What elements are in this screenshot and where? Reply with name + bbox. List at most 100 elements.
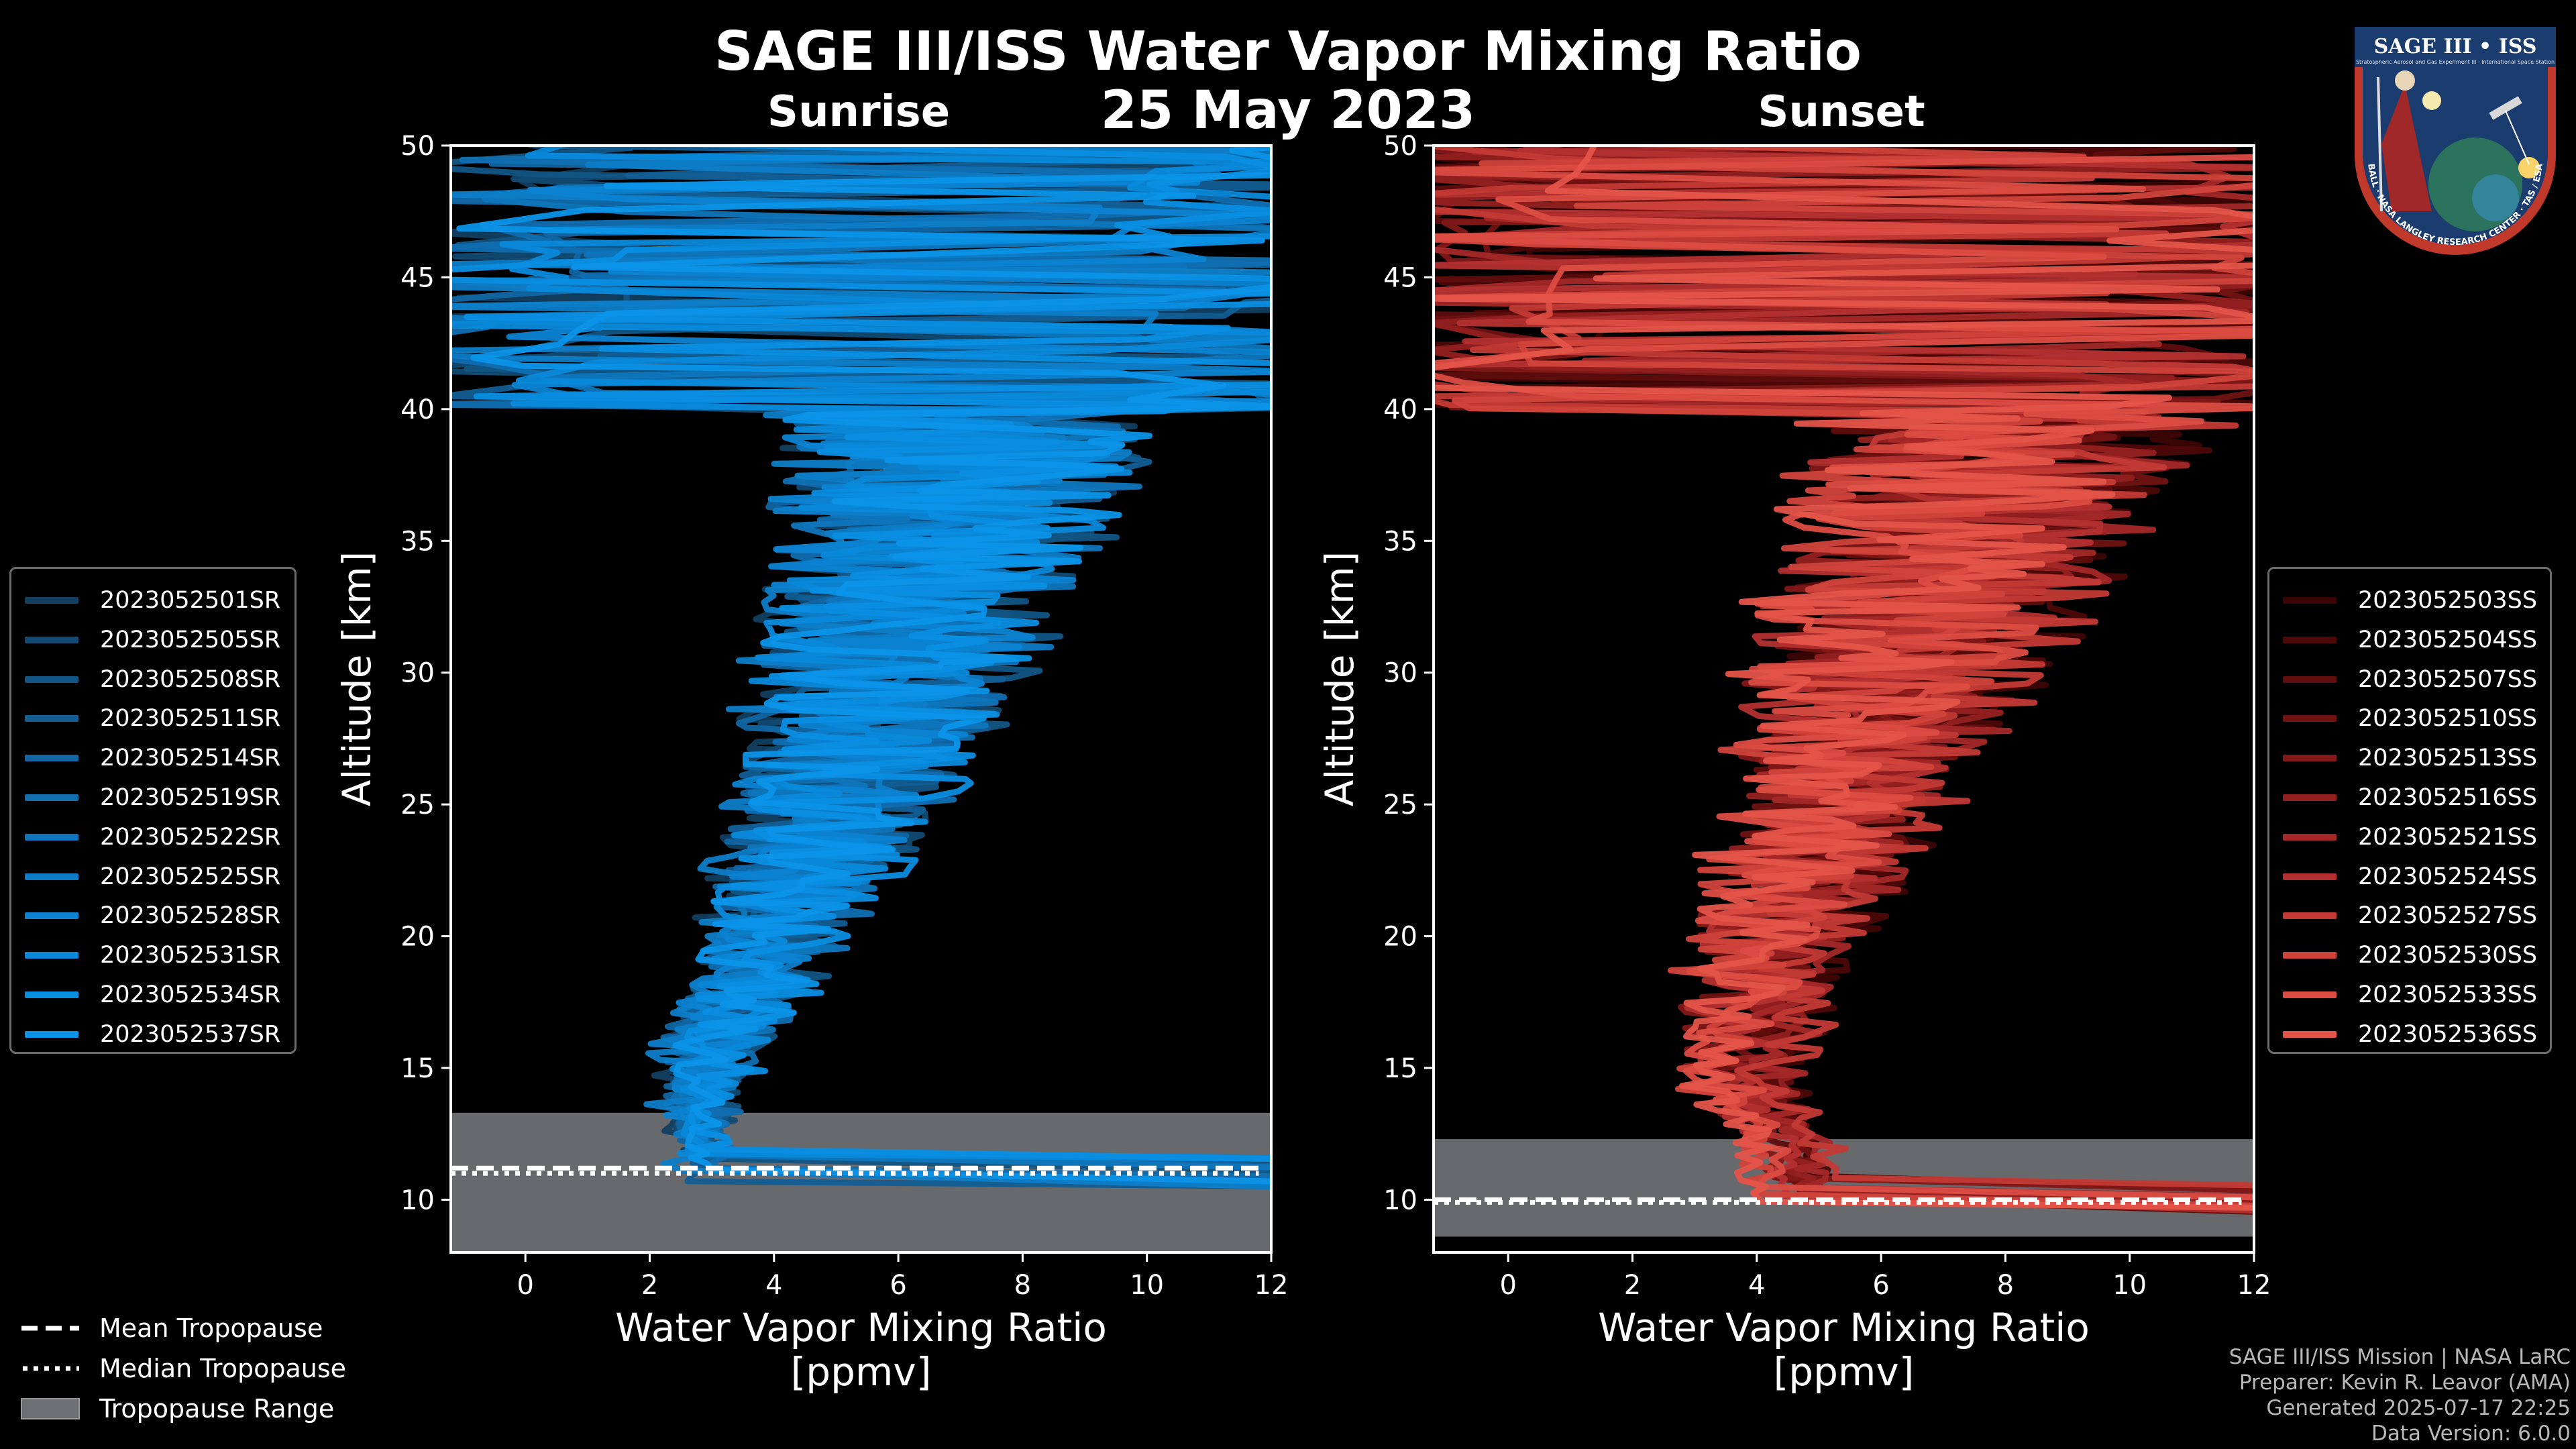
sunrise-legend-swatch (25, 833, 78, 841)
legend-tropopause-range: Tropopause Range (20, 1389, 346, 1429)
figure-robe-icon (2381, 84, 2432, 211)
sunset-legend-swatch (2283, 636, 2337, 643)
sunset-legend-label: 2023052504SS (2358, 626, 2538, 653)
sunrise-legend-item: 2023052522SR (11, 818, 280, 857)
sunrise-legend-label: 2023052508SR (100, 665, 281, 693)
sunset-panel: 0 2 4 6 8 10 12 10 15 20 25 30 35 40 45 50 Water Vapor M… (1317, 131, 2271, 1395)
sunrise-legend-label: 2023052514SR (100, 745, 281, 772)
sunset-legend-label: 2023052524SS (2358, 863, 2538, 890)
date-title: 25 May 2023 (1100, 80, 1476, 141)
sunrise-legend-label: 2023052511SR (100, 705, 281, 733)
sunrise-legend-swatch (25, 991, 78, 998)
sunset-legend-item: 2023052516SS (2269, 778, 2537, 817)
sunrise-series-2023052537SR (456, 146, 1271, 1185)
tropopause-range-label: Tropopause Range (99, 1394, 335, 1424)
sunrise-legend-item: 2023052531SR (11, 936, 280, 975)
sunset-legend-item: 2023052513SS (2269, 739, 2537, 777)
sunset-legend-item: 2023052536SS (2269, 1015, 2537, 1054)
sunset-xtick-label-4: 4 (1748, 1270, 1765, 1301)
sunrise-ytick-label-45: 45 (400, 262, 435, 293)
figure-head-icon (2395, 70, 2415, 91)
credit-data-version: Data Version: 6.0.0 (2371, 1421, 2571, 1446)
sunset-legend-swatch (2283, 755, 2337, 762)
sunrise-ytick-label-50: 50 (400, 131, 435, 162)
sunrise-legend-label: 2023052537SR (100, 1020, 281, 1048)
sunrise-ytick-label-10: 10 (400, 1185, 435, 1216)
median-tropopause-label: Median Tropopause (99, 1354, 346, 1383)
sunset-ytick-label-20: 20 (1383, 922, 1417, 953)
sunrise-legend-label: 2023052531SR (100, 942, 281, 969)
iss-icon (2489, 96, 2522, 120)
sunset-legend-item: 2023052504SS (2269, 621, 2537, 659)
sunrise-legend-item: 2023052519SR (11, 778, 280, 817)
sunrise-legend-item: 2023052508SR (11, 660, 280, 699)
sunrise-legend-item: 2023052537SR (11, 1015, 280, 1054)
sunset-legend-swatch (2283, 991, 2337, 998)
sunset-xlabel-units: [ppmv] (1774, 1349, 1915, 1395)
sunset-legend-label: 2023052521SS (2358, 823, 2538, 851)
sunset-legend-swatch (2283, 873, 2337, 880)
sunset-legend-label: 2023052503SS (2358, 587, 2538, 614)
sunset-ytick-label-35: 35 (1383, 526, 1417, 557)
sunset-legend-label: 2023052530SS (2358, 942, 2538, 969)
sunrise-legend-label: 2023052528SR (100, 902, 281, 930)
sunrise-ytick-label-35: 35 (400, 526, 435, 557)
sunset-legend-label: 2023052536SS (2358, 1020, 2538, 1048)
legend-median-tropopause: Median Tropopause (20, 1348, 346, 1389)
credit-mission: SAGE III/ISS Mission | NASA LaRC (2229, 1345, 2571, 1369)
sunrise-xlabel: Water Vapor Mixing Ratio (615, 1305, 1107, 1350)
sunrise-legend-label: 2023052505SR (100, 626, 281, 653)
sunset-legend-swatch (2283, 833, 2337, 841)
sunrise-legend-item: 2023052505SR (11, 621, 280, 659)
mean-tropopause-label: Mean Tropopause (99, 1313, 323, 1343)
sunrise-ylabel: Altitude [km] (334, 551, 380, 806)
sunset-xtick-label-0: 0 (1499, 1270, 1516, 1301)
sunset-series-2023052536SS (1434, 146, 2254, 1211)
sunset-ytick-label-50: 50 (1383, 131, 1417, 162)
sunset-xtick-label-6: 6 (1872, 1270, 1889, 1301)
sunset-legend-swatch (2283, 715, 2337, 722)
sunrise-xtick-label-0: 0 (517, 1270, 533, 1301)
sunrise-legend-swatch (25, 873, 78, 880)
sunset-ytick-label-15: 15 (1383, 1053, 1417, 1084)
sunrise-axes-frame (449, 144, 1273, 1254)
sunrise-legend-swatch (25, 636, 78, 643)
logo-title: SAGE III • ISS (2374, 35, 2537, 58)
sunset-ytick-label-10: 10 (1383, 1185, 1417, 1216)
sunrise-legend-swatch (25, 715, 78, 722)
sunset-series-2023052527SS (1434, 146, 2254, 1189)
beam-icon (2505, 110, 2530, 165)
ocean-icon (2472, 174, 2519, 221)
main-title: SAGE III/ISS Water Vapor Mixing Ratio (714, 20, 1862, 83)
sage-iii-iss-logo: SAGE III • ISS Stratospheric Aerosol and… (2355, 27, 2556, 255)
sunrise-ytick-label-40: 40 (400, 394, 435, 425)
sunrise-legend-swatch (25, 952, 78, 959)
sunrise-legend-item: 2023052511SR (11, 699, 280, 738)
logo-header (2355, 27, 2556, 67)
sunset-legend-item: 2023052524SS (2269, 857, 2537, 896)
sunset-xtick-label-2: 2 (1624, 1270, 1641, 1301)
sunset-legend-label: 2023052527SS (2358, 902, 2538, 930)
sunrise-ytick-label-15: 15 (400, 1053, 435, 1084)
sunset-legend-swatch (2283, 1030, 2337, 1038)
sunset-ytick-label-40: 40 (1383, 394, 1417, 425)
staff-icon (2377, 76, 2383, 212)
sunset-ytick-label-25: 25 (1383, 790, 1417, 820)
sunset-legend-label: 2023052533SS (2358, 981, 2538, 1008)
sunset-legend-swatch (2283, 794, 2337, 801)
sunrise-ytick-label-20: 20 (400, 922, 435, 953)
sunrise-legend-swatch (25, 597, 78, 604)
sunrise-legend-item: 2023052525SR (11, 857, 280, 896)
sunset-ytick-label-45: 45 (1383, 262, 1417, 293)
sunrise-xtick-label-12: 12 (1254, 1270, 1289, 1301)
credit-preparer: Preparer: Kevin R. Leavor (AMA) (2239, 1371, 2571, 1395)
sunrise-ytick-label-30: 30 (400, 658, 435, 689)
sunrise-xlabel-units: [ppmv] (791, 1349, 932, 1395)
sunset-axes-frame (1432, 144, 2255, 1254)
sunrise-legend-swatch (25, 676, 78, 683)
tropopause-legend: Mean Tropopause Median Tropopause Tropop… (20, 1308, 346, 1429)
sunset-xtick-label-10: 10 (2112, 1270, 2147, 1301)
sunrise-xtick-label-4: 4 (765, 1270, 782, 1301)
sunset-xtick-label-8: 8 (1997, 1270, 2014, 1301)
